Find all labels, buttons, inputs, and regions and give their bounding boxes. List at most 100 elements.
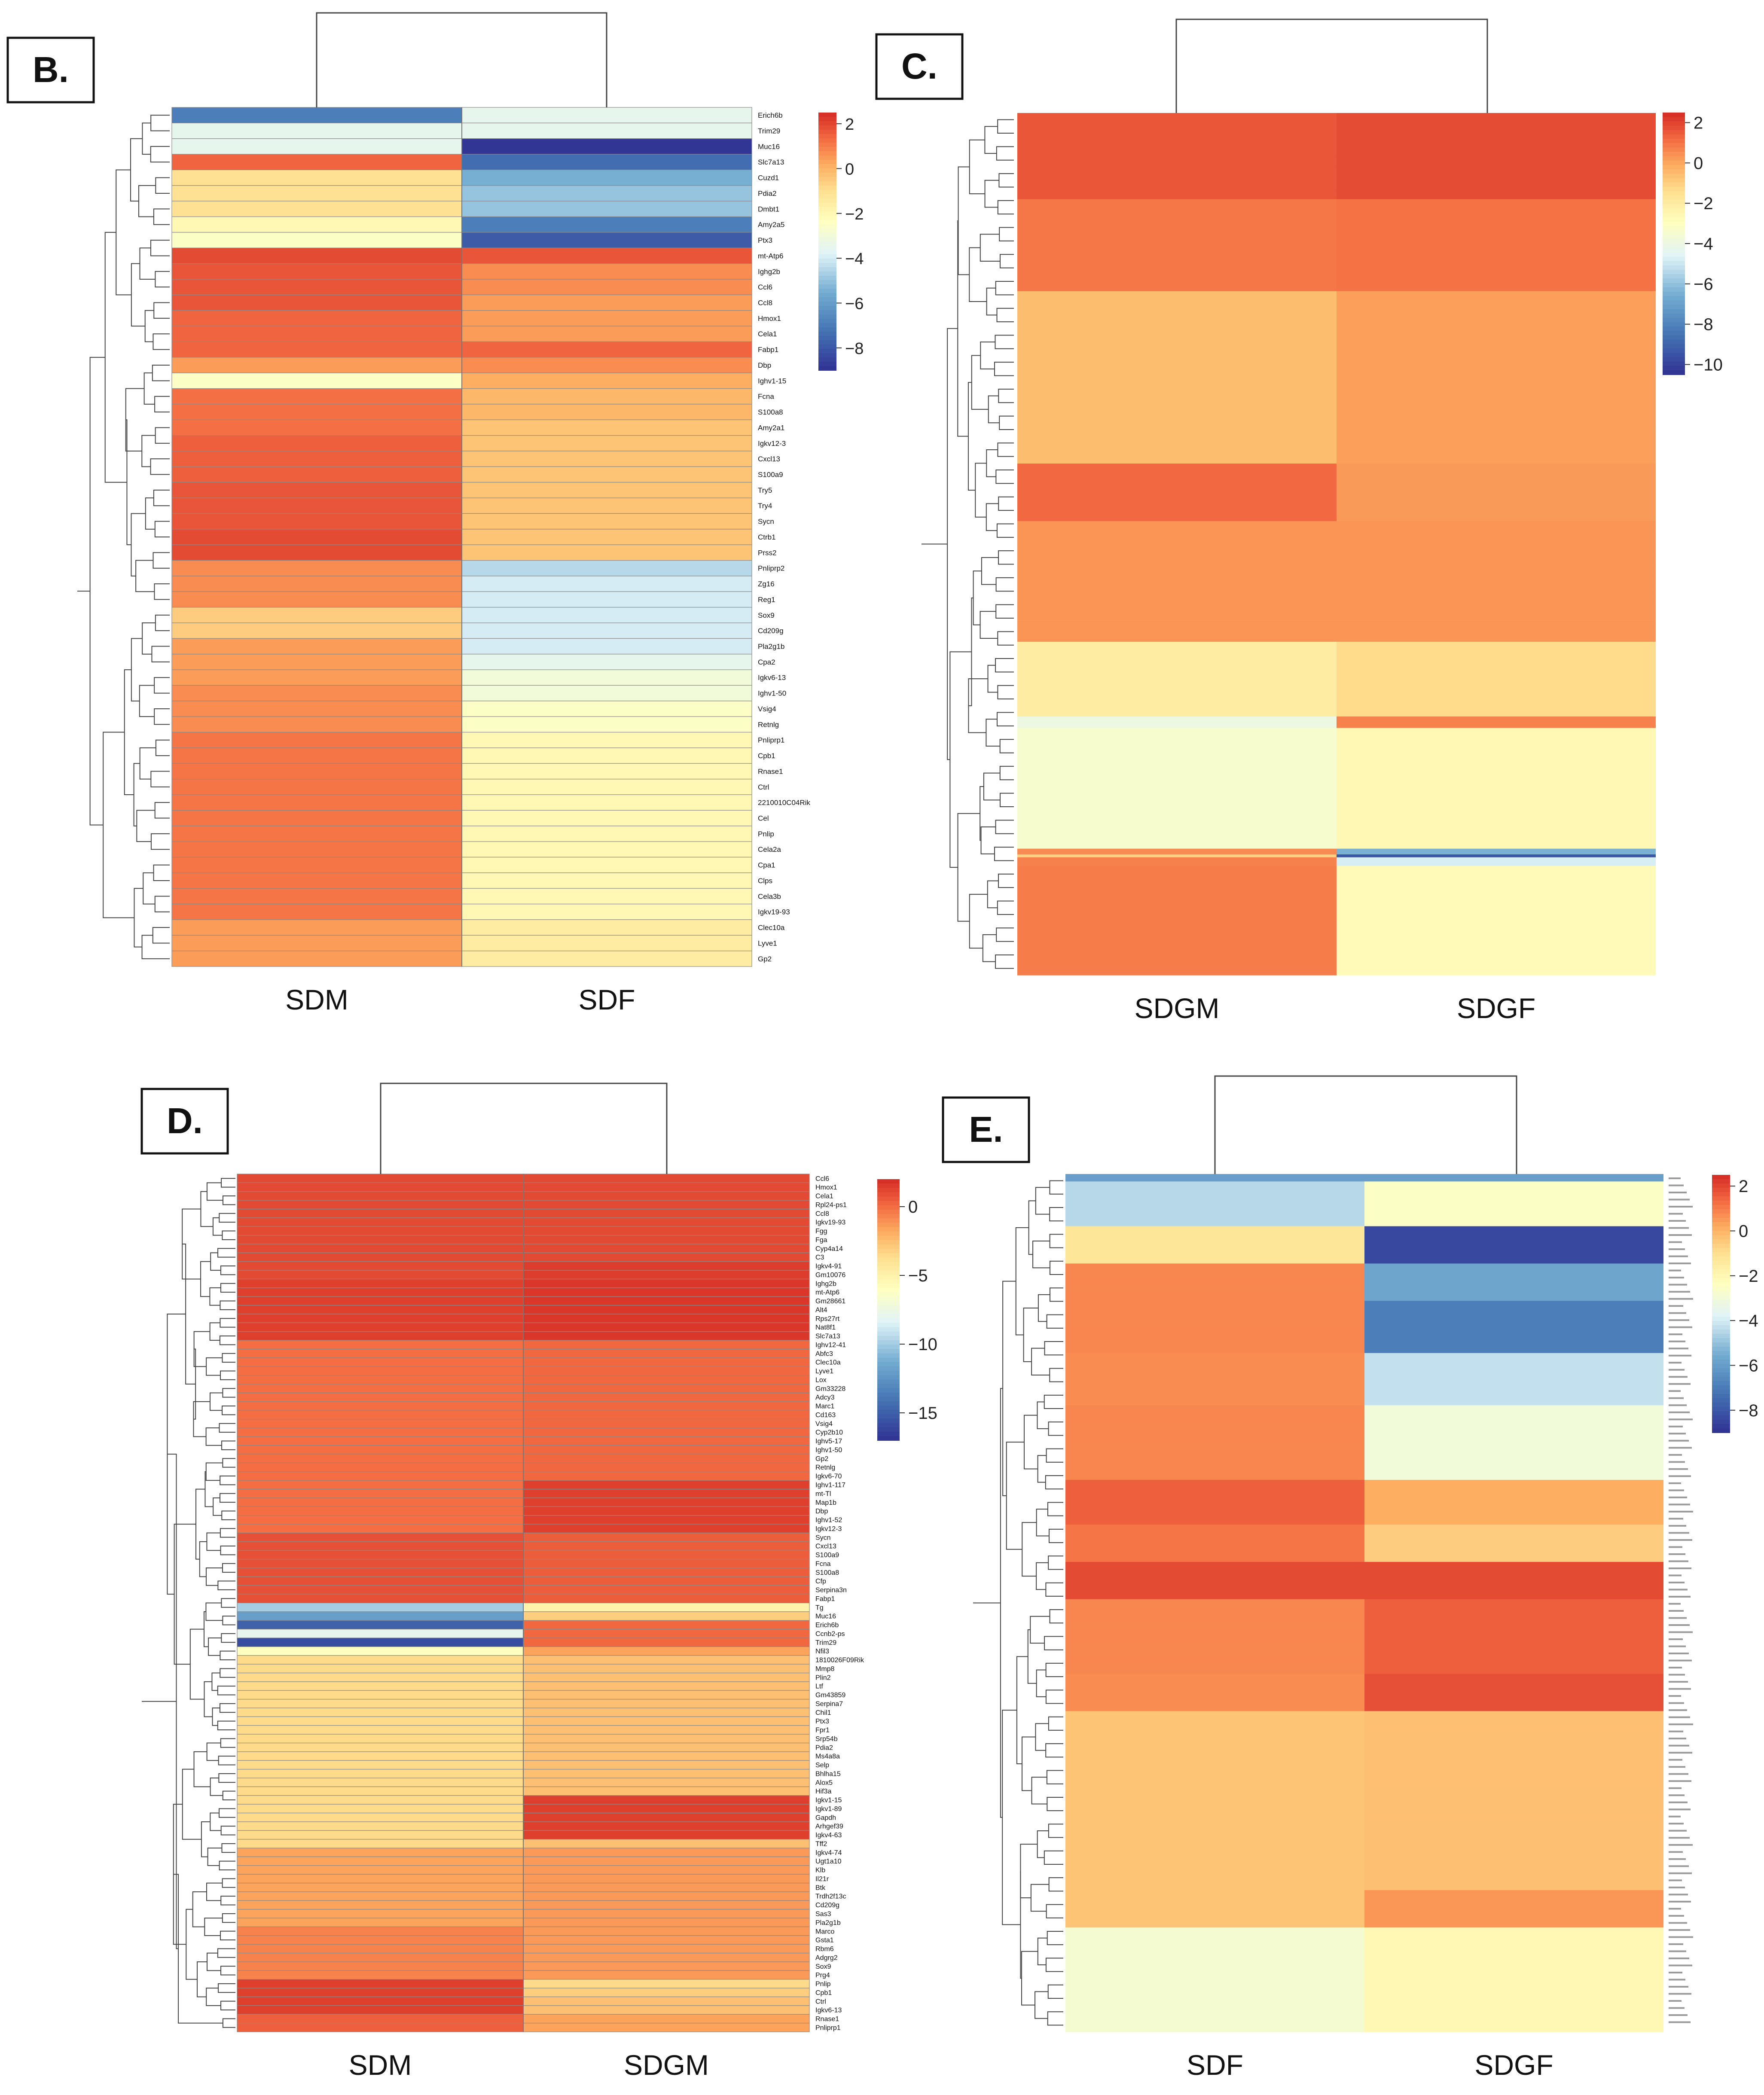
heatmap-cell (237, 1804, 524, 1814)
legend-tick-label: −6 (845, 295, 864, 313)
dendrogram-link (973, 570, 982, 625)
heatmap-cell (1065, 1454, 1364, 1458)
gene-label: Ccl6 (758, 283, 772, 291)
heatmap-cell (1065, 1543, 1364, 1547)
heatmap-cell (1364, 1864, 1663, 1868)
legend-swatch (1663, 182, 1685, 187)
legend-swatch (1712, 1235, 1730, 1240)
heatmap-cell (1017, 593, 1337, 596)
heatmap-cell (1364, 1409, 1663, 1413)
heatmap-cell (1364, 1897, 1663, 1902)
heatmap-cell (523, 1532, 810, 1542)
heatmap-cell (1065, 1233, 1364, 1238)
legend-swatch (818, 289, 836, 293)
gene-label: Ighv1-15 (758, 377, 786, 385)
heatmap-cell (1065, 1375, 1364, 1380)
heatmap-cell (523, 1716, 810, 1726)
legend-swatch (1712, 1269, 1730, 1274)
heatmap-cell (1065, 1744, 1364, 1749)
legend-swatch (877, 1318, 900, 1323)
heatmap-cell (1017, 883, 1337, 887)
heatmap-cell (461, 872, 752, 889)
heatmap-cell (1017, 124, 1337, 128)
heatmap-cell (1065, 1215, 1364, 1219)
dendrogram-link (1044, 1394, 1063, 1409)
dendrogram-link (151, 646, 170, 662)
dendrogram-link (998, 496, 1014, 511)
dendrogram-link (193, 1751, 211, 1787)
heatmap-cell (523, 1751, 810, 1761)
legend-swatch (1663, 113, 1685, 118)
heatmap-cell (1364, 1592, 1663, 1596)
gene-label: Clec10a (815, 1359, 841, 1366)
heatmap-cell (1017, 162, 1337, 165)
dendrogram-link (1023, 1415, 1038, 1470)
legend-swatch (1712, 1183, 1730, 1188)
heatmap-cell (1065, 1256, 1364, 1260)
heatmap-cell (1017, 891, 1337, 895)
heatmap-cell (1337, 469, 1656, 473)
heatmap-cell (1364, 1644, 1663, 1648)
legend-swatch (818, 211, 836, 216)
heatmap-cell (1364, 1804, 1663, 1808)
heatmap-cell (237, 1480, 524, 1490)
row-label-placeholder (1669, 1879, 1682, 1882)
heatmap-cell (1017, 469, 1337, 473)
heatmap-cell (171, 529, 462, 545)
heatmap-cell (1065, 1718, 1364, 1723)
heatmap-cell (1017, 173, 1337, 177)
heatmap-cell (1017, 616, 1337, 619)
dendrogram-link (996, 927, 1014, 942)
heatmap-cell (1337, 532, 1656, 536)
heatmap-cell (1364, 1338, 1663, 1342)
heatmap-cell (523, 1979, 810, 1988)
row-label-placeholder (1669, 1461, 1685, 1463)
heatmap-cell (1364, 1823, 1663, 1827)
heatmap-cell (1065, 1875, 1364, 1879)
heatmap-cell (1337, 113, 1656, 116)
legend-swatch (818, 280, 836, 285)
heatmap-cell (1065, 1823, 1364, 1827)
heatmap-cell (1364, 1222, 1663, 1227)
heatmap-cell (1017, 685, 1337, 688)
heatmap-cell (523, 1357, 810, 1367)
dendrogram-link (995, 604, 1014, 619)
dendrogram-link (1049, 1609, 1063, 1624)
gene-label: Dmbt1 (758, 205, 779, 213)
heatmap-cell (1337, 207, 1656, 211)
row-label-placeholder (1669, 1950, 1686, 1952)
heatmap-cell (1337, 886, 1656, 889)
heatmap-cell (523, 1375, 810, 1384)
gene-label: Trim29 (758, 127, 780, 135)
legend-tick-label: −5 (908, 1266, 928, 1285)
row-label-placeholder (1669, 1766, 1685, 1768)
heatmap-cell (1337, 624, 1656, 628)
heatmap-cell (1364, 1565, 1663, 1570)
heatmap-cell (1337, 345, 1656, 349)
heatmap-cell (1065, 1894, 1364, 1898)
row-label-placeholder (1669, 1475, 1691, 1477)
dendrogram-link (997, 200, 1014, 215)
heatmap-cell (237, 1988, 524, 1997)
heatmap-cell (1337, 707, 1656, 711)
heatmap-cell (523, 1340, 810, 1350)
legend-swatch (1663, 344, 1685, 349)
heatmap-cell (1017, 345, 1337, 349)
heatmap-cell (237, 1751, 524, 1761)
heatmap-cell (237, 1891, 524, 1901)
heatmap-cell (1065, 1976, 1364, 1980)
heatmap-cell (1065, 1360, 1364, 1365)
heatmap-cell (1065, 1211, 1364, 1216)
heatmap-cell (1017, 277, 1337, 280)
heatmap-cell (1364, 1756, 1663, 1760)
heatmap-cell (1337, 285, 1656, 289)
heatmap-cell (1017, 233, 1337, 237)
legend-swatch (1663, 121, 1685, 126)
heatmap-cell (237, 1953, 524, 1962)
heatmap-cell (523, 1856, 810, 1866)
legend-swatch (1663, 213, 1685, 218)
dendrogram-link (997, 631, 1014, 646)
heatmap-cell (1364, 1375, 1663, 1380)
heatmap-cell (1017, 725, 1337, 729)
heatmap-cell (1337, 771, 1656, 775)
